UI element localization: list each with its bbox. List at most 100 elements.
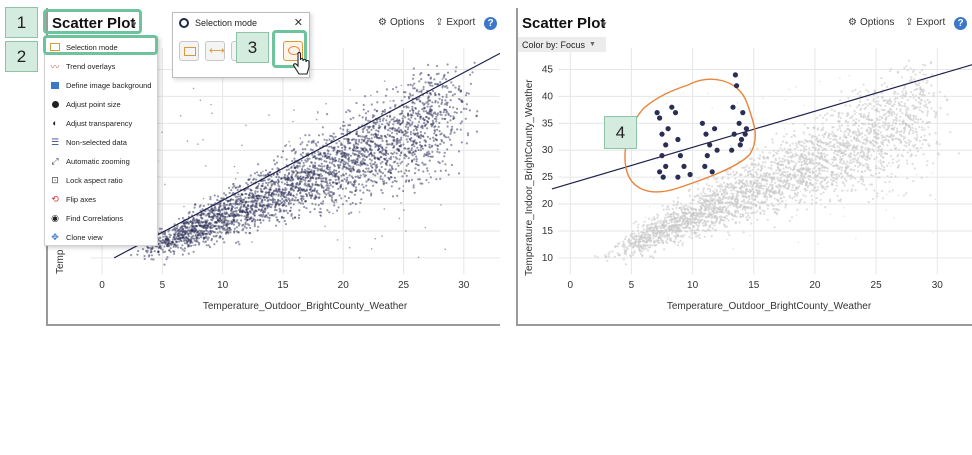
data-point	[186, 241, 189, 244]
data-point	[308, 168, 311, 171]
data-point	[176, 225, 179, 228]
left-scatter-chart[interactable]: 0 5 10 15 20 25 30Temperature_Outdoor_BrightCo…	[48, 8, 500, 324]
data-point	[253, 225, 256, 228]
data-point	[746, 164, 749, 167]
data-point	[880, 189, 884, 193]
data-point	[162, 239, 165, 242]
left-plot-title[interactable]: Scatter Plot	[52, 15, 136, 32]
data-point	[839, 172, 842, 175]
data-point	[354, 161, 357, 164]
data-point	[189, 240, 192, 243]
data-point	[870, 127, 873, 130]
left-export-button[interactable]: ⇪ Export	[435, 17, 475, 28]
data-point	[356, 170, 359, 173]
data-point	[204, 221, 207, 224]
data-point	[750, 197, 753, 200]
data-point	[437, 125, 440, 128]
data-point	[944, 95, 947, 98]
data-point	[839, 155, 842, 158]
data-point	[255, 178, 258, 181]
data-point	[831, 126, 834, 129]
data-point	[771, 179, 774, 182]
data-point	[235, 186, 238, 189]
data-point	[219, 202, 222, 205]
data-point	[460, 141, 463, 144]
data-point	[179, 226, 182, 229]
data-point	[319, 214, 322, 217]
data-point	[691, 216, 694, 220]
data-point	[286, 175, 289, 178]
data-point	[190, 224, 193, 227]
data-point	[431, 144, 434, 147]
data-point	[411, 154, 414, 157]
data-point	[715, 190, 718, 193]
data-point	[398, 139, 401, 142]
data-point	[323, 151, 326, 154]
data-point	[313, 172, 316, 175]
data-point	[354, 189, 357, 193]
data-point	[393, 129, 397, 132]
data-point	[306, 183, 310, 186]
data-point	[922, 73, 925, 76]
right-scatter-chart[interactable]: 0 5 10 15 20 25 30Temperature_Outdoor_BrightCo…	[518, 8, 972, 324]
data-point	[607, 255, 610, 258]
data-point	[280, 177, 283, 180]
data-point	[815, 201, 818, 204]
data-point	[911, 162, 914, 166]
data-point	[204, 232, 207, 236]
data-point	[335, 201, 338, 203]
chevron-down-icon[interactable]: ▼	[130, 20, 138, 29]
data-point	[362, 169, 365, 172]
data-point	[445, 93, 448, 96]
data-point	[325, 160, 328, 163]
data-point	[398, 158, 401, 161]
data-point	[422, 170, 425, 173]
data-point	[911, 93, 914, 96]
data-point	[399, 141, 402, 144]
data-point	[426, 100, 429, 103]
data-point	[428, 145, 431, 149]
data-point	[880, 163, 883, 166]
left-options-button[interactable]: ⚙ Options	[378, 17, 424, 28]
data-point	[372, 173, 375, 176]
data-point	[905, 159, 908, 162]
data-point	[261, 182, 264, 185]
data-point	[322, 186, 325, 189]
data-point	[323, 160, 326, 163]
help-icon[interactable]: ?	[484, 17, 497, 30]
data-point	[387, 129, 390, 132]
data-point	[207, 236, 210, 239]
data-point	[447, 136, 450, 139]
data-point	[216, 231, 219, 234]
data-point	[188, 229, 191, 232]
data-point	[262, 195, 265, 198]
data-point	[364, 171, 367, 174]
data-point	[299, 143, 302, 146]
data-point	[862, 83, 865, 86]
data-point	[781, 160, 784, 163]
data-point	[265, 181, 268, 185]
data-point	[893, 92, 896, 96]
data-point	[731, 212, 734, 215]
data-point	[403, 157, 406, 160]
data-point	[357, 134, 360, 137]
data-point	[383, 134, 386, 137]
data-point	[817, 172, 820, 175]
data-point	[289, 193, 292, 196]
data-point	[879, 145, 882, 148]
data-point	[806, 126, 809, 129]
data-point	[395, 86, 398, 89]
data-point	[238, 210, 242, 213]
data-point	[272, 214, 275, 217]
data-point	[330, 162, 334, 165]
data-point	[431, 101, 434, 104]
data-point	[257, 184, 260, 187]
data-point	[366, 128, 369, 132]
data-point	[194, 221, 197, 224]
data-point	[164, 238, 168, 241]
data-point	[219, 217, 222, 220]
data-point	[444, 114, 447, 117]
data-point	[352, 143, 355, 147]
data-point	[339, 163, 342, 166]
data-point	[777, 209, 780, 212]
